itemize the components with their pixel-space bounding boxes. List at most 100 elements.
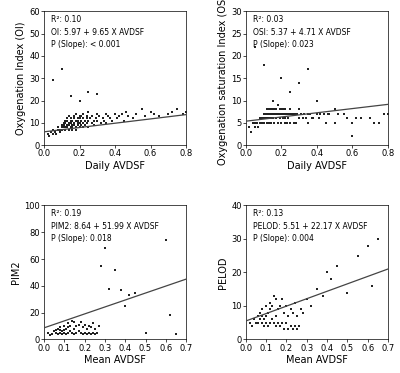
Point [252,120,258,126]
Point [53,327,59,333]
Point [67,328,74,334]
Point [59,331,66,337]
Point [74,122,81,128]
Point [79,331,86,337]
Point [68,117,74,123]
Point [45,330,51,336]
Point [324,269,330,275]
Point [279,320,286,326]
Point [257,310,263,316]
Point [268,111,274,117]
Point [68,120,74,126]
Point [349,133,356,139]
Point [89,113,95,119]
Point [260,62,267,68]
Point [148,109,154,115]
Point [75,328,82,334]
Point [62,117,68,123]
Point [285,326,292,332]
Point [287,323,294,329]
Point [105,113,111,119]
Point [247,320,253,326]
Point [116,113,122,119]
Point [275,120,281,126]
Point [269,115,276,121]
Point [179,111,186,117]
Point [280,115,286,121]
Point [73,124,79,130]
Point [332,120,338,126]
Point [57,126,63,132]
Point [98,120,104,126]
Point [267,300,274,305]
Point [82,330,88,336]
Point [102,245,108,251]
Point [282,111,288,117]
Point [53,131,60,137]
Point [303,115,310,121]
Point [275,306,282,312]
Point [275,320,282,326]
Point [316,115,322,121]
Point [323,120,329,126]
Point [349,120,356,126]
Point [58,122,65,128]
Point [298,111,304,117]
Point [80,124,86,130]
Point [76,124,83,130]
Point [76,97,83,103]
Point [96,113,102,119]
Point [68,93,74,99]
Point [364,243,371,249]
Point [122,303,128,309]
Point [106,286,112,292]
Point [78,122,84,128]
Point [287,120,294,126]
Point [260,111,267,117]
Point [68,124,74,130]
Point [94,117,100,123]
Point [259,306,265,312]
Point [278,120,284,126]
Point [85,109,92,115]
Point [62,124,68,130]
Point [163,237,169,243]
Point [273,111,279,117]
Point [66,122,72,128]
Point [328,276,334,282]
Point [112,111,118,117]
Point [78,113,84,119]
Point [64,124,70,130]
Point [282,115,288,121]
Point [77,330,84,336]
Point [257,115,263,121]
Y-axis label: Oxygenation Index (OI): Oxygenation Index (OI) [16,21,26,135]
Point [103,111,109,117]
Point [167,312,173,318]
Point [58,126,65,132]
Point [69,318,76,324]
Point [84,326,90,332]
Point [73,330,80,336]
Point [375,236,381,242]
Point [50,131,56,137]
Point [85,89,92,95]
Point [90,117,97,123]
Point [264,120,270,126]
Point [62,120,68,126]
Point [291,111,297,117]
Point [287,106,294,112]
Point [281,326,288,332]
Point [259,115,265,121]
X-axis label: Mean AVDSF: Mean AVDSF [286,355,348,366]
Point [62,126,68,132]
Point [284,120,290,126]
Point [64,115,70,121]
Point [65,330,72,336]
Point [98,263,104,269]
Point [294,313,300,319]
Point [50,78,56,84]
Point [122,109,129,115]
Point [263,303,269,309]
Point [271,293,278,299]
